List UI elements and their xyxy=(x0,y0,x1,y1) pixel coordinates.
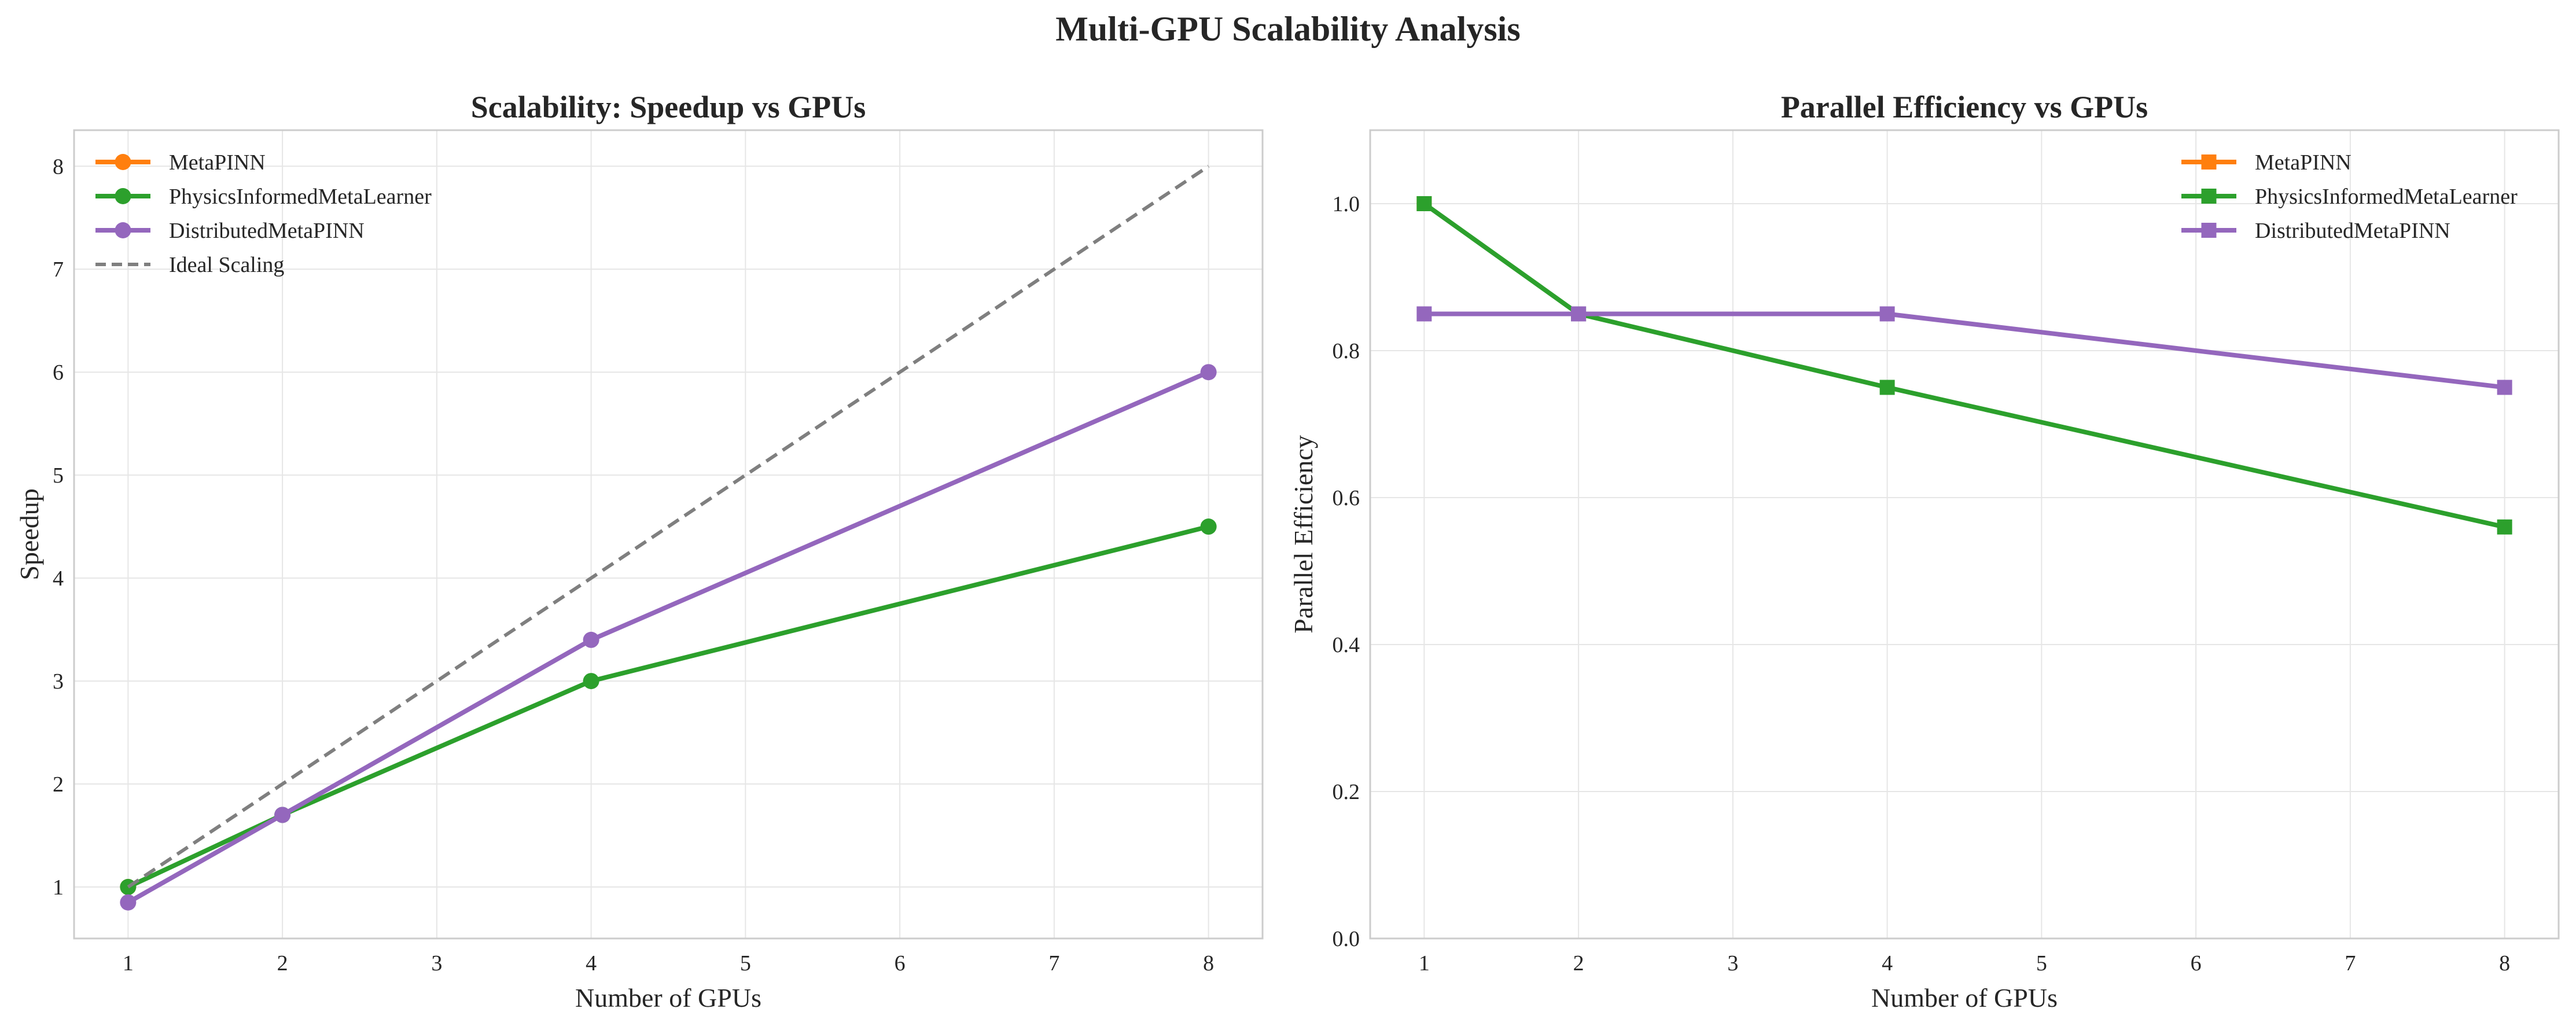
legend-label: MetaPINN xyxy=(2255,150,2351,175)
x-tick-label: 8 xyxy=(1203,951,1214,976)
y-tick-label: 1 xyxy=(53,875,64,900)
series-ideal scaling xyxy=(127,164,1210,889)
series-distributedmetapinn xyxy=(120,364,1217,911)
plot-frame xyxy=(73,129,1264,940)
legend-label: Ideal Scaling xyxy=(169,253,284,277)
y-tick-label: 4 xyxy=(53,566,64,591)
data-point xyxy=(274,807,291,823)
x-tick-label: 7 xyxy=(1048,951,1059,976)
chart-title: Scalability: Speedup vs GPUs xyxy=(471,90,866,124)
x-tick-label: 1 xyxy=(123,951,134,976)
x-tick-label: 1 xyxy=(1419,951,1430,976)
series-physicsinformedmetalearner xyxy=(120,518,1217,896)
y-tick-label: 7 xyxy=(53,257,64,282)
legend-label: DistributedMetaPINN xyxy=(169,219,365,243)
data-point xyxy=(1416,196,1432,211)
legend-marker xyxy=(2201,223,2217,238)
series-line xyxy=(1422,311,2507,390)
x-tick-label: 6 xyxy=(2191,951,2202,976)
x-tick-label: 8 xyxy=(2499,951,2510,976)
legend: MetaPINN PhysicsInformedMetaLearner Distri… xyxy=(95,150,432,277)
legend-label: MetaPINN xyxy=(169,150,266,175)
legend-marker xyxy=(2201,189,2217,204)
x-tick-label: 4 xyxy=(1882,951,1893,976)
plot-frame xyxy=(1369,129,2560,940)
legend: MetaPINN PhysicsInformedMetaLearner Distri… xyxy=(2181,150,2518,243)
x-axis-label: Number of GPUs xyxy=(1871,983,2058,1013)
legend-marker xyxy=(115,222,131,238)
data-point xyxy=(1416,306,1432,322)
y-tick-label: 0.2 xyxy=(1333,780,1360,804)
y-tick-label: 0.8 xyxy=(1333,339,1360,363)
y-tick-label: 0.4 xyxy=(1333,633,1360,657)
series-physicsinformedmetalearner xyxy=(1416,196,2512,535)
data-point xyxy=(1879,306,1895,322)
data-point xyxy=(1200,364,1217,381)
y-tick-label: 2 xyxy=(53,772,64,797)
x-tick-label: 4 xyxy=(586,951,597,976)
data-point xyxy=(583,631,599,648)
y-axis-label: Speedup xyxy=(14,488,44,580)
x-tick-label: 7 xyxy=(2345,951,2356,976)
figure-title: Multi-GPU Scalability Analysis xyxy=(1055,10,1520,48)
x-tick-label: 3 xyxy=(1727,951,1738,976)
y-tick-label: 6 xyxy=(53,360,64,385)
legend-label: DistributedMetaPINN xyxy=(2255,219,2450,243)
y-tick-label: 1.0 xyxy=(1333,192,1360,216)
series-line xyxy=(126,370,1211,905)
chart-title: Parallel Efficiency vs GPUs xyxy=(1781,90,2148,124)
legend-marker xyxy=(115,188,131,204)
y-tick-label: 0.6 xyxy=(1333,486,1360,510)
legend-marker xyxy=(115,154,131,170)
x-tick-label: 5 xyxy=(2036,951,2047,976)
y-tick-label: 5 xyxy=(53,463,64,488)
legend-label: PhysicsInformedMetaLearner xyxy=(2255,185,2518,209)
chart-2: 1 2 3 4 5 6 7 8 0.0 0.2 0.4 0.6 0.8 1.0 Parallel Effic… xyxy=(1289,90,2560,1013)
data-point xyxy=(583,673,599,690)
chart-1: 1 2 3 4 5 6 7 8 1 2 3 4 5 6 7 8 Scalability: Speedup vs … xyxy=(14,90,1264,1013)
y-tick-label: 8 xyxy=(53,154,64,179)
legend-marker xyxy=(2201,154,2217,170)
series-distributedmetapinn xyxy=(1416,306,2512,395)
y-tick-label: 0.0 xyxy=(1333,927,1360,951)
x-tick-label: 6 xyxy=(895,951,906,976)
series-line xyxy=(126,524,1211,890)
y-axis-label: Parallel Efficiency xyxy=(1289,435,1318,634)
x-axis-label: Number of GPUs xyxy=(575,983,761,1013)
series-line xyxy=(127,164,1210,889)
data-point xyxy=(120,894,137,911)
legend-label: PhysicsInformedMetaLearner xyxy=(169,185,432,209)
y-tick-label: 3 xyxy=(53,669,64,694)
x-tick-label: 2 xyxy=(1573,951,1584,976)
x-tick-label: 5 xyxy=(740,951,751,976)
x-tick-label: 3 xyxy=(431,951,442,976)
data-point xyxy=(1200,518,1217,535)
data-point xyxy=(1571,306,1587,322)
data-point xyxy=(2497,380,2512,395)
series-line xyxy=(1422,201,2507,529)
data-point xyxy=(2497,519,2512,535)
x-tick-label: 2 xyxy=(277,951,288,976)
data-point xyxy=(1879,380,1895,395)
